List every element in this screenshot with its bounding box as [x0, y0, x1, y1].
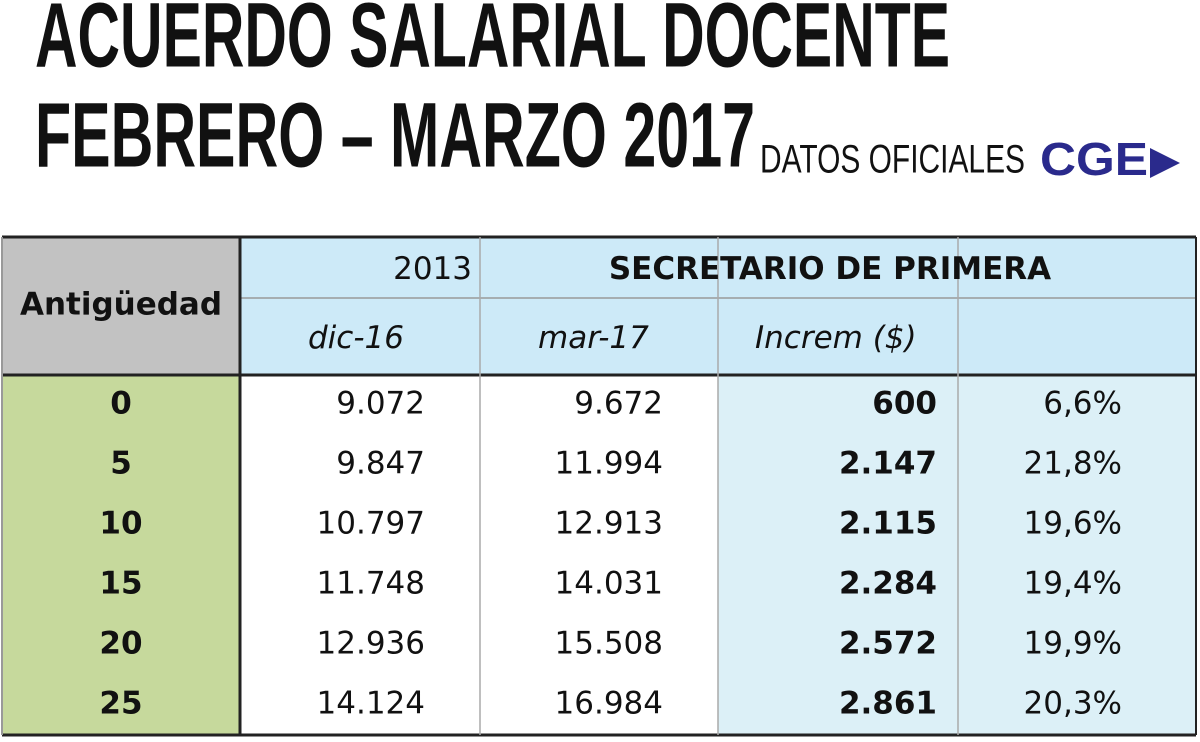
cell: 15.508 [555, 626, 663, 662]
cell: 20 [99, 626, 142, 662]
cell: 10.797 [317, 506, 425, 542]
cell: 12.913 [555, 506, 663, 542]
cell: 15 [99, 566, 142, 602]
cell: 25 [99, 686, 142, 722]
cell: 9.847 [336, 446, 425, 482]
cell: 6,6% [1043, 386, 1122, 422]
cell: 5 [110, 446, 132, 482]
cell: 9.072 [336, 386, 425, 422]
column-header: Increm ($) [755, 320, 917, 356]
cell: 2.147 [839, 446, 937, 482]
cell: 2.284 [839, 566, 937, 602]
cell: 2.115 [839, 506, 937, 542]
cell: 16.984 [555, 686, 663, 722]
cell: 2.572 [839, 626, 937, 662]
cell: 600 [872, 386, 937, 422]
year-header: 2013 [393, 251, 472, 287]
cell: 19,9% [1024, 626, 1122, 662]
cell: 14.031 [555, 566, 663, 602]
column-header: mar-17 [538, 320, 649, 356]
cell: 14.124 [317, 686, 425, 722]
cell: 19,6% [1024, 506, 1122, 542]
cell: 0 [110, 386, 132, 422]
title-line1: ACUERDO SALARIAL DOCENTE [35, 0, 950, 86]
table: Antigüedad 2013 SECRETARIO DE PRIMERA dic-1… [1, 235, 1197, 737]
logo-arrow [1150, 148, 1180, 178]
cell: 9.672 [574, 386, 663, 422]
title-line2: FEBRERO – MARZO 2017 [35, 84, 755, 186]
column-header: dic-16 [308, 320, 404, 356]
cell: 19,4% [1024, 566, 1122, 602]
rowhead-bg [2, 375, 240, 735]
cell: 10 [99, 506, 142, 542]
rowhead-header-bg [2, 237, 240, 375]
cell: 2.861 [839, 686, 937, 722]
cell: 11.994 [555, 446, 663, 482]
group-header: SECRETARIO DE PRIMERA [609, 251, 1051, 287]
rowhead-header: Antigüedad [20, 287, 222, 323]
cell: 11.748 [317, 566, 425, 602]
logo: CGE [1040, 133, 1148, 185]
subtitle: DATOS OFICIALES [760, 138, 1025, 182]
cell: 21,8% [1024, 446, 1122, 482]
cell: 20,3% [1024, 686, 1122, 722]
incr-bg [718, 375, 1196, 735]
cell: 12.936 [317, 626, 425, 662]
